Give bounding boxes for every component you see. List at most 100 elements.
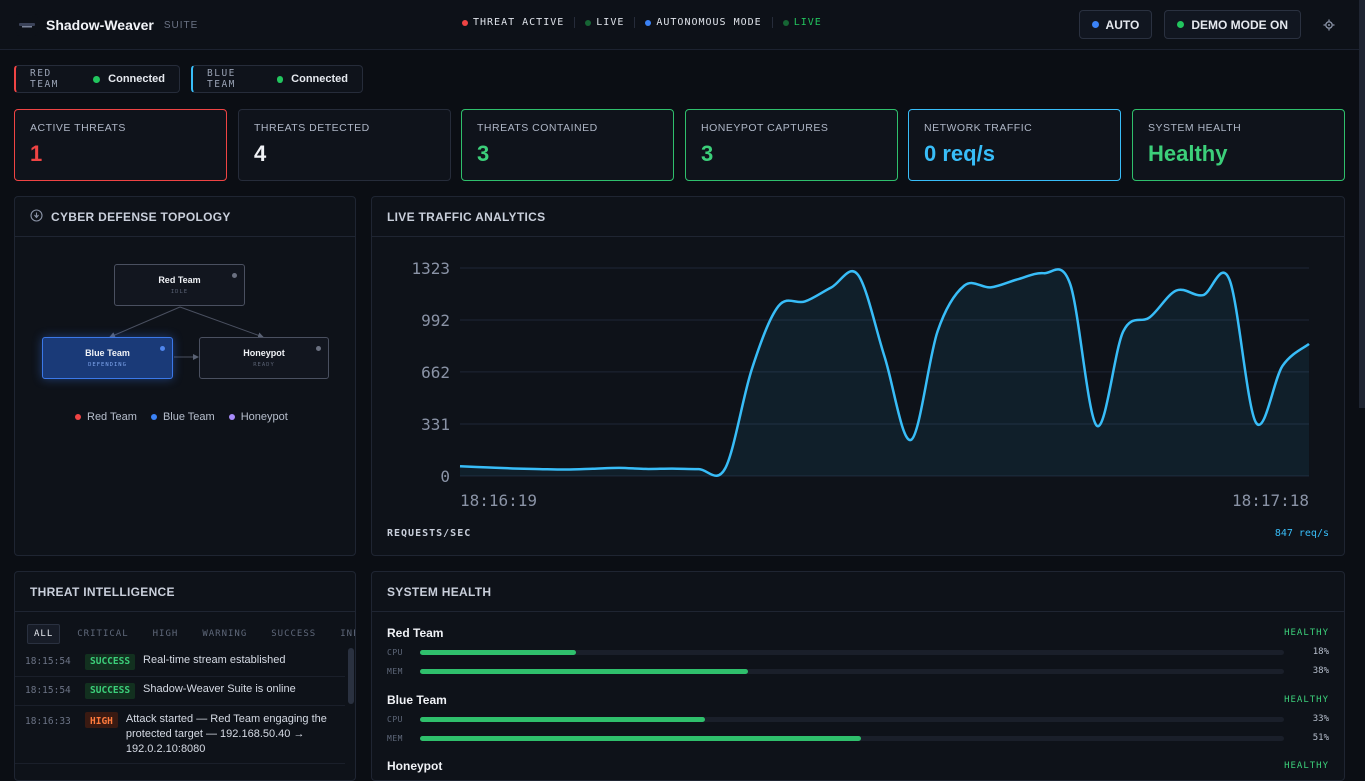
- traffic-title: LIVE TRAFFIC ANALYTICS: [387, 209, 546, 224]
- stat-threats-detected: THREATS DETECTED 4: [238, 109, 451, 181]
- y-tick-label: 0: [440, 467, 450, 486]
- topology-legend: Red Team Blue Team Honeypot: [75, 411, 288, 423]
- status-autonomous-mode: AUTONOMOUS MODE: [635, 17, 773, 28]
- node-status-dot-icon: [160, 346, 165, 351]
- filter-critical[interactable]: CRITICAL: [77, 629, 129, 639]
- log-entry[interactable]: 18:15:54 SUCCESS Real-time stream establ…: [15, 648, 345, 677]
- health-group-name: Blue Team: [387, 693, 447, 707]
- mem-bar-fill: [420, 668, 749, 674]
- traffic-area: [460, 269, 1309, 476]
- node-status-dot-icon: [316, 346, 321, 351]
- cpu-bar-fill: [420, 716, 706, 722]
- health-group-red-team: Red Team HEALTHY CPU 18% MEM 38%: [387, 626, 1329, 678]
- log-time: 18:15:54: [25, 656, 71, 667]
- log-entry[interactable]: 18:15:54 SUCCESS Shadow-Weaver Suite is …: [15, 677, 345, 706]
- stat-label: THREATS CONTAINED: [477, 122, 598, 134]
- app-title: Shadow-Weaver: [46, 17, 154, 33]
- filter-info[interactable]: INFO: [340, 629, 355, 639]
- health-group-name: Honeypot: [387, 759, 443, 773]
- status-strip: THREAT ACTIVE LIVE AUTONOMOUS MODE LIVE: [462, 17, 832, 28]
- stat-threats-contained: THREATS CONTAINED 3: [461, 109, 674, 181]
- status-dot-icon: [462, 19, 468, 26]
- threat-intel-header: THREAT INTELLIGENCE: [15, 572, 355, 612]
- node-name: Honeypot: [243, 348, 285, 358]
- stat-value: 1: [30, 141, 43, 166]
- system-health-panel: SYSTEM HEALTH Red Team HEALTHY CPU 18% M…: [371, 571, 1345, 781]
- node-red-team[interactable]: Red Team IDLE: [114, 264, 245, 306]
- cpu-value: 18%: [1312, 647, 1329, 657]
- health-group-state: HEALTHY: [1284, 628, 1329, 638]
- stat-value: Healthy: [1148, 141, 1228, 166]
- auto-button[interactable]: AUTO: [1078, 10, 1153, 39]
- legend-dot-icon: [228, 414, 235, 420]
- traffic-panel: LIVE TRAFFIC ANALYTICS 0 331 662 992 1323 18:…: [371, 196, 1345, 556]
- filter-warning[interactable]: WARNING: [202, 629, 248, 639]
- connection-team-label: BLUE TEAM: [207, 68, 236, 90]
- filter-all[interactable]: ALL: [27, 624, 61, 644]
- status-dot-icon: [645, 19, 652, 26]
- node-status-dot-icon: [232, 273, 237, 278]
- system-health-header: SYSTEM HEALTH: [372, 572, 1344, 612]
- mem-label: MEM: [387, 666, 403, 676]
- stat-active-threats: ACTIVE THREATS 1: [14, 109, 227, 181]
- stat-value: 3: [477, 141, 490, 166]
- log-scrollbar[interactable]: [348, 648, 354, 704]
- cpu-bar: [420, 649, 1284, 655]
- cpu-bar: [420, 716, 1284, 722]
- mem-bar: [420, 668, 1284, 674]
- legend-dot-icon: [75, 414, 81, 420]
- topology-edges: [109, 306, 264, 360]
- node-state: DEFENDING: [88, 362, 127, 368]
- log-entry[interactable]: 18:16:33 HIGH Attack started — Red Team …: [15, 706, 345, 764]
- top-bar: Shadow-Weaver SUITE THREAT ACTIVE LIVE A…: [0, 0, 1365, 50]
- settings-gear-icon[interactable]: [1321, 17, 1337, 33]
- node-honeypot[interactable]: Honeypot READY: [199, 337, 329, 379]
- connection-team-label: RED TEAM: [30, 68, 59, 90]
- x-tick-label-start: 18:16:19: [460, 491, 537, 510]
- stat-system-health: SYSTEM HEALTH Healthy: [1132, 109, 1345, 181]
- log-message: Real-time stream established: [143, 654, 286, 666]
- topology-header: CYBER DEFENSE TOPOLOGY: [15, 197, 355, 237]
- health-mem-row: MEM 38%: [387, 664, 1329, 678]
- connection-status: Connected: [108, 73, 165, 85]
- traffic-line: [459, 268, 1310, 477]
- y-tick-label: 331: [421, 415, 450, 434]
- app-suite-label: SUITE: [163, 19, 199, 31]
- log-message: Attack started — Red Team engaging the p…: [125, 713, 327, 755]
- status-threat-active: THREAT ACTIVE: [462, 17, 576, 28]
- system-health-title: SYSTEM HEALTH: [387, 584, 492, 599]
- stat-value: 3: [701, 141, 714, 166]
- stat-label: HONEYPOT CAPTURES: [701, 122, 829, 134]
- mem-label: MEM: [387, 733, 403, 743]
- log-level-badge: SUCCESS: [85, 654, 136, 670]
- health-group-state: HEALTHY: [1284, 761, 1329, 771]
- health-group-blue-team: Blue Team HEALTHY CPU 33% MEM 51%: [387, 693, 1329, 745]
- y-tick-label: 992: [421, 311, 450, 330]
- mem-bar: [420, 735, 1284, 741]
- filter-success[interactable]: SUCCESS: [271, 629, 317, 639]
- cpu-label: CPU: [387, 714, 403, 724]
- node-blue-team[interactable]: Blue Team DEFENDING: [42, 337, 173, 379]
- threat-intel-panel: THREAT INTELLIGENCE ALL CRITICAL HIGH WA…: [14, 571, 356, 781]
- status-live: LIVE: [575, 17, 636, 28]
- shield-icon: [30, 208, 43, 225]
- node-name: Blue Team: [85, 348, 130, 358]
- app-logo-icon: [16, 14, 38, 36]
- demo-mode-button[interactable]: DEMO MODE ON: [1164, 10, 1301, 39]
- topology-panel: CYBER DEFENSE TOPOLOGY Red Team IDLE Blu…: [14, 196, 356, 556]
- log-filters: ALL CRITICAL HIGH WARNING SUCCESS INFO: [15, 612, 355, 644]
- stat-value: 4: [254, 141, 267, 166]
- y-tick-label: 662: [421, 363, 450, 382]
- page-scrollbar[interactable]: [1359, 0, 1365, 408]
- node-state: READY: [253, 362, 275, 368]
- filter-high[interactable]: HIGH: [152, 629, 179, 639]
- brand: Shadow-Weaver SUITE: [16, 14, 198, 36]
- health-mem-row: MEM 51%: [387, 731, 1329, 745]
- health-group-name: Red Team: [387, 626, 444, 640]
- y-tick-label: 1323: [411, 259, 450, 278]
- stat-label: THREATS DETECTED: [254, 122, 370, 134]
- cpu-value: 33%: [1312, 714, 1329, 724]
- mem-value: 51%: [1312, 733, 1329, 743]
- health-cpu-row: CPU 33%: [387, 712, 1329, 726]
- traffic-chart: 0 331 662 992 1323 18:16:19 18:17:18: [411, 259, 1310, 510]
